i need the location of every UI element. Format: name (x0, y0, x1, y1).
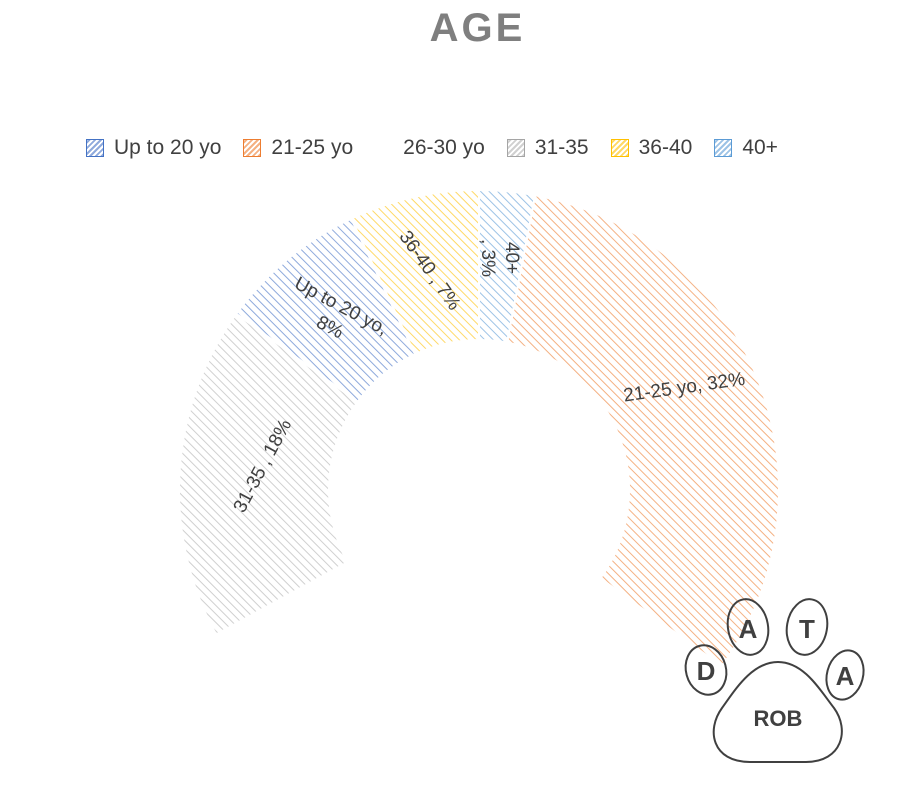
logo-letter-a1: A (739, 614, 758, 644)
logo: D A T A ROB (684, 598, 865, 763)
logo-toe-a1 (726, 598, 770, 656)
chart-title: AGE (429, 6, 526, 50)
legend-swatch (506, 139, 525, 157)
slice-36-40 (349, 188, 480, 356)
logo-letter-a2: A (836, 661, 855, 691)
legend-item-2: 26-30 yo (401, 136, 485, 160)
chart-legend: Up to 20 yo 21-25 yo 26-30 yo 31-35 36-40 40+ (86, 134, 800, 162)
legend-swatch (243, 139, 262, 157)
slices-layer (178, 188, 780, 790)
legend-label: 21-25 yo (271, 136, 354, 159)
slice-label: 40+, 3% (477, 239, 522, 277)
legend-label: 26-30 yo (403, 136, 485, 159)
legend-item-1: 21-25 yo (243, 136, 353, 160)
legend-label: 36-40 (638, 136, 693, 159)
logo-toe-t (785, 598, 829, 656)
logo-letter-d: D (697, 656, 716, 686)
logo-toe-d (684, 644, 728, 696)
logo-toe-a2 (825, 649, 865, 701)
logo-pad (712, 660, 843, 763)
legend-swatch (714, 139, 733, 157)
legend-item-5: 40+ (714, 136, 778, 160)
legend-swatch (610, 139, 629, 157)
legend-label: 31-35 (534, 136, 589, 159)
legend-label: 40+ (742, 136, 778, 159)
legend-item-0: Up to 20 yo (86, 136, 221, 160)
legend-label: Up to 20 yo (114, 136, 222, 159)
legend-swatch (86, 139, 104, 157)
slice-21-25-yo (505, 194, 780, 668)
legend-item-4: 36-40 (610, 136, 693, 160)
slice-26-30-yo (216, 562, 722, 790)
logo-letter-t: T (799, 614, 815, 644)
legend-item-3: 31-35 (506, 136, 589, 160)
slice-31-35 (178, 312, 360, 636)
logo-text: ROB (754, 706, 803, 731)
